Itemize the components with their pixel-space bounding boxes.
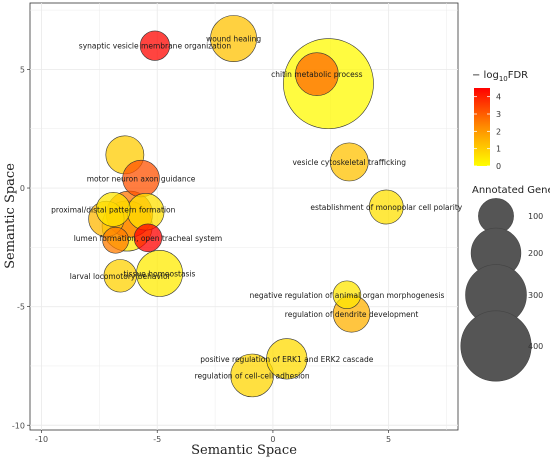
color-bar-tick-label: 4 bbox=[496, 93, 501, 102]
color-bar-tick-label: 0 bbox=[496, 162, 501, 171]
size-legend-circle bbox=[460, 310, 532, 382]
data-point bbox=[139, 30, 170, 61]
size-legend-title: Annotated Genes bbox=[472, 185, 550, 196]
color-legend: − log10FDR 0 1 2 3 4 bbox=[472, 70, 528, 171]
x-tick-label: 0 bbox=[270, 435, 275, 444]
point-label: larval locomotory behavior bbox=[70, 272, 172, 281]
x-tick-label: 5 bbox=[386, 435, 391, 444]
y-tick-label: 5 bbox=[20, 65, 25, 74]
size-legend-label: 300 bbox=[528, 291, 543, 300]
point-label: synaptic vesicle membrane organization bbox=[79, 42, 232, 51]
y-axis-ticks: -10 -5 0 5 bbox=[12, 65, 30, 430]
data-point bbox=[103, 259, 137, 293]
data-point bbox=[266, 338, 308, 380]
data-point bbox=[133, 223, 163, 253]
point-labels: synaptic vesicle membrane organizationwo… bbox=[51, 35, 463, 381]
x-tick-label: -5 bbox=[153, 435, 161, 444]
data-point bbox=[102, 226, 129, 254]
x-axis-ticks: -10 -5 0 5 bbox=[35, 430, 391, 444]
y-tick-label: 0 bbox=[20, 184, 25, 193]
color-bar-tick-label: 3 bbox=[496, 110, 501, 119]
size-legend-label: 400 bbox=[528, 342, 543, 351]
point-label: wound healing bbox=[206, 35, 261, 44]
point-label: motor neuron axon guidance bbox=[87, 175, 196, 184]
y-tick-label: -5 bbox=[17, 303, 25, 312]
y-axis-title: Semantic Space bbox=[3, 163, 18, 269]
size-legend: Annotated Genes 100 200 300 400 bbox=[460, 185, 550, 382]
data-point bbox=[95, 192, 131, 227]
data-point bbox=[210, 15, 257, 62]
color-bar-ticks: 0 1 2 3 4 bbox=[474, 93, 501, 171]
point-label: lumen formation, open tracheal system bbox=[74, 234, 223, 243]
color-bar-tick-label: 2 bbox=[496, 127, 501, 136]
size-legend-items: 100 200 300 400 bbox=[460, 198, 543, 382]
point-label: proximal/distal pattern formation bbox=[51, 205, 175, 214]
point-label: establishment of monopolar cell polarity bbox=[310, 203, 462, 212]
data-point bbox=[332, 280, 362, 309]
x-tick-label: -10 bbox=[35, 435, 48, 444]
x-axis-title: Semantic Space bbox=[191, 443, 297, 458]
size-legend-label: 200 bbox=[528, 249, 543, 258]
point-label: positive regulation of ERK1 and ERK2 cas… bbox=[200, 355, 374, 364]
point-label: negative regulation of animal organ morp… bbox=[250, 291, 445, 300]
color-bar-tick-label: 1 bbox=[496, 145, 501, 154]
data-point bbox=[230, 353, 274, 398]
data-point bbox=[368, 189, 404, 225]
color-legend-title: − log10FDR bbox=[472, 70, 528, 83]
data-point bbox=[329, 142, 369, 182]
y-tick-label: -10 bbox=[12, 421, 25, 430]
point-label: regulation of dendrite development bbox=[285, 310, 419, 319]
point-label: chitin metabolic process bbox=[271, 70, 363, 79]
data-point bbox=[295, 52, 339, 96]
point-label: regulation of cell-cell adhesion bbox=[195, 371, 310, 380]
data-points bbox=[88, 15, 404, 398]
point-label: tissue homeostasis bbox=[124, 269, 196, 278]
size-legend-label: 100 bbox=[528, 212, 543, 221]
color-bar bbox=[474, 88, 490, 166]
point-label: vesicle cytoskeletal trafficking bbox=[292, 158, 406, 167]
